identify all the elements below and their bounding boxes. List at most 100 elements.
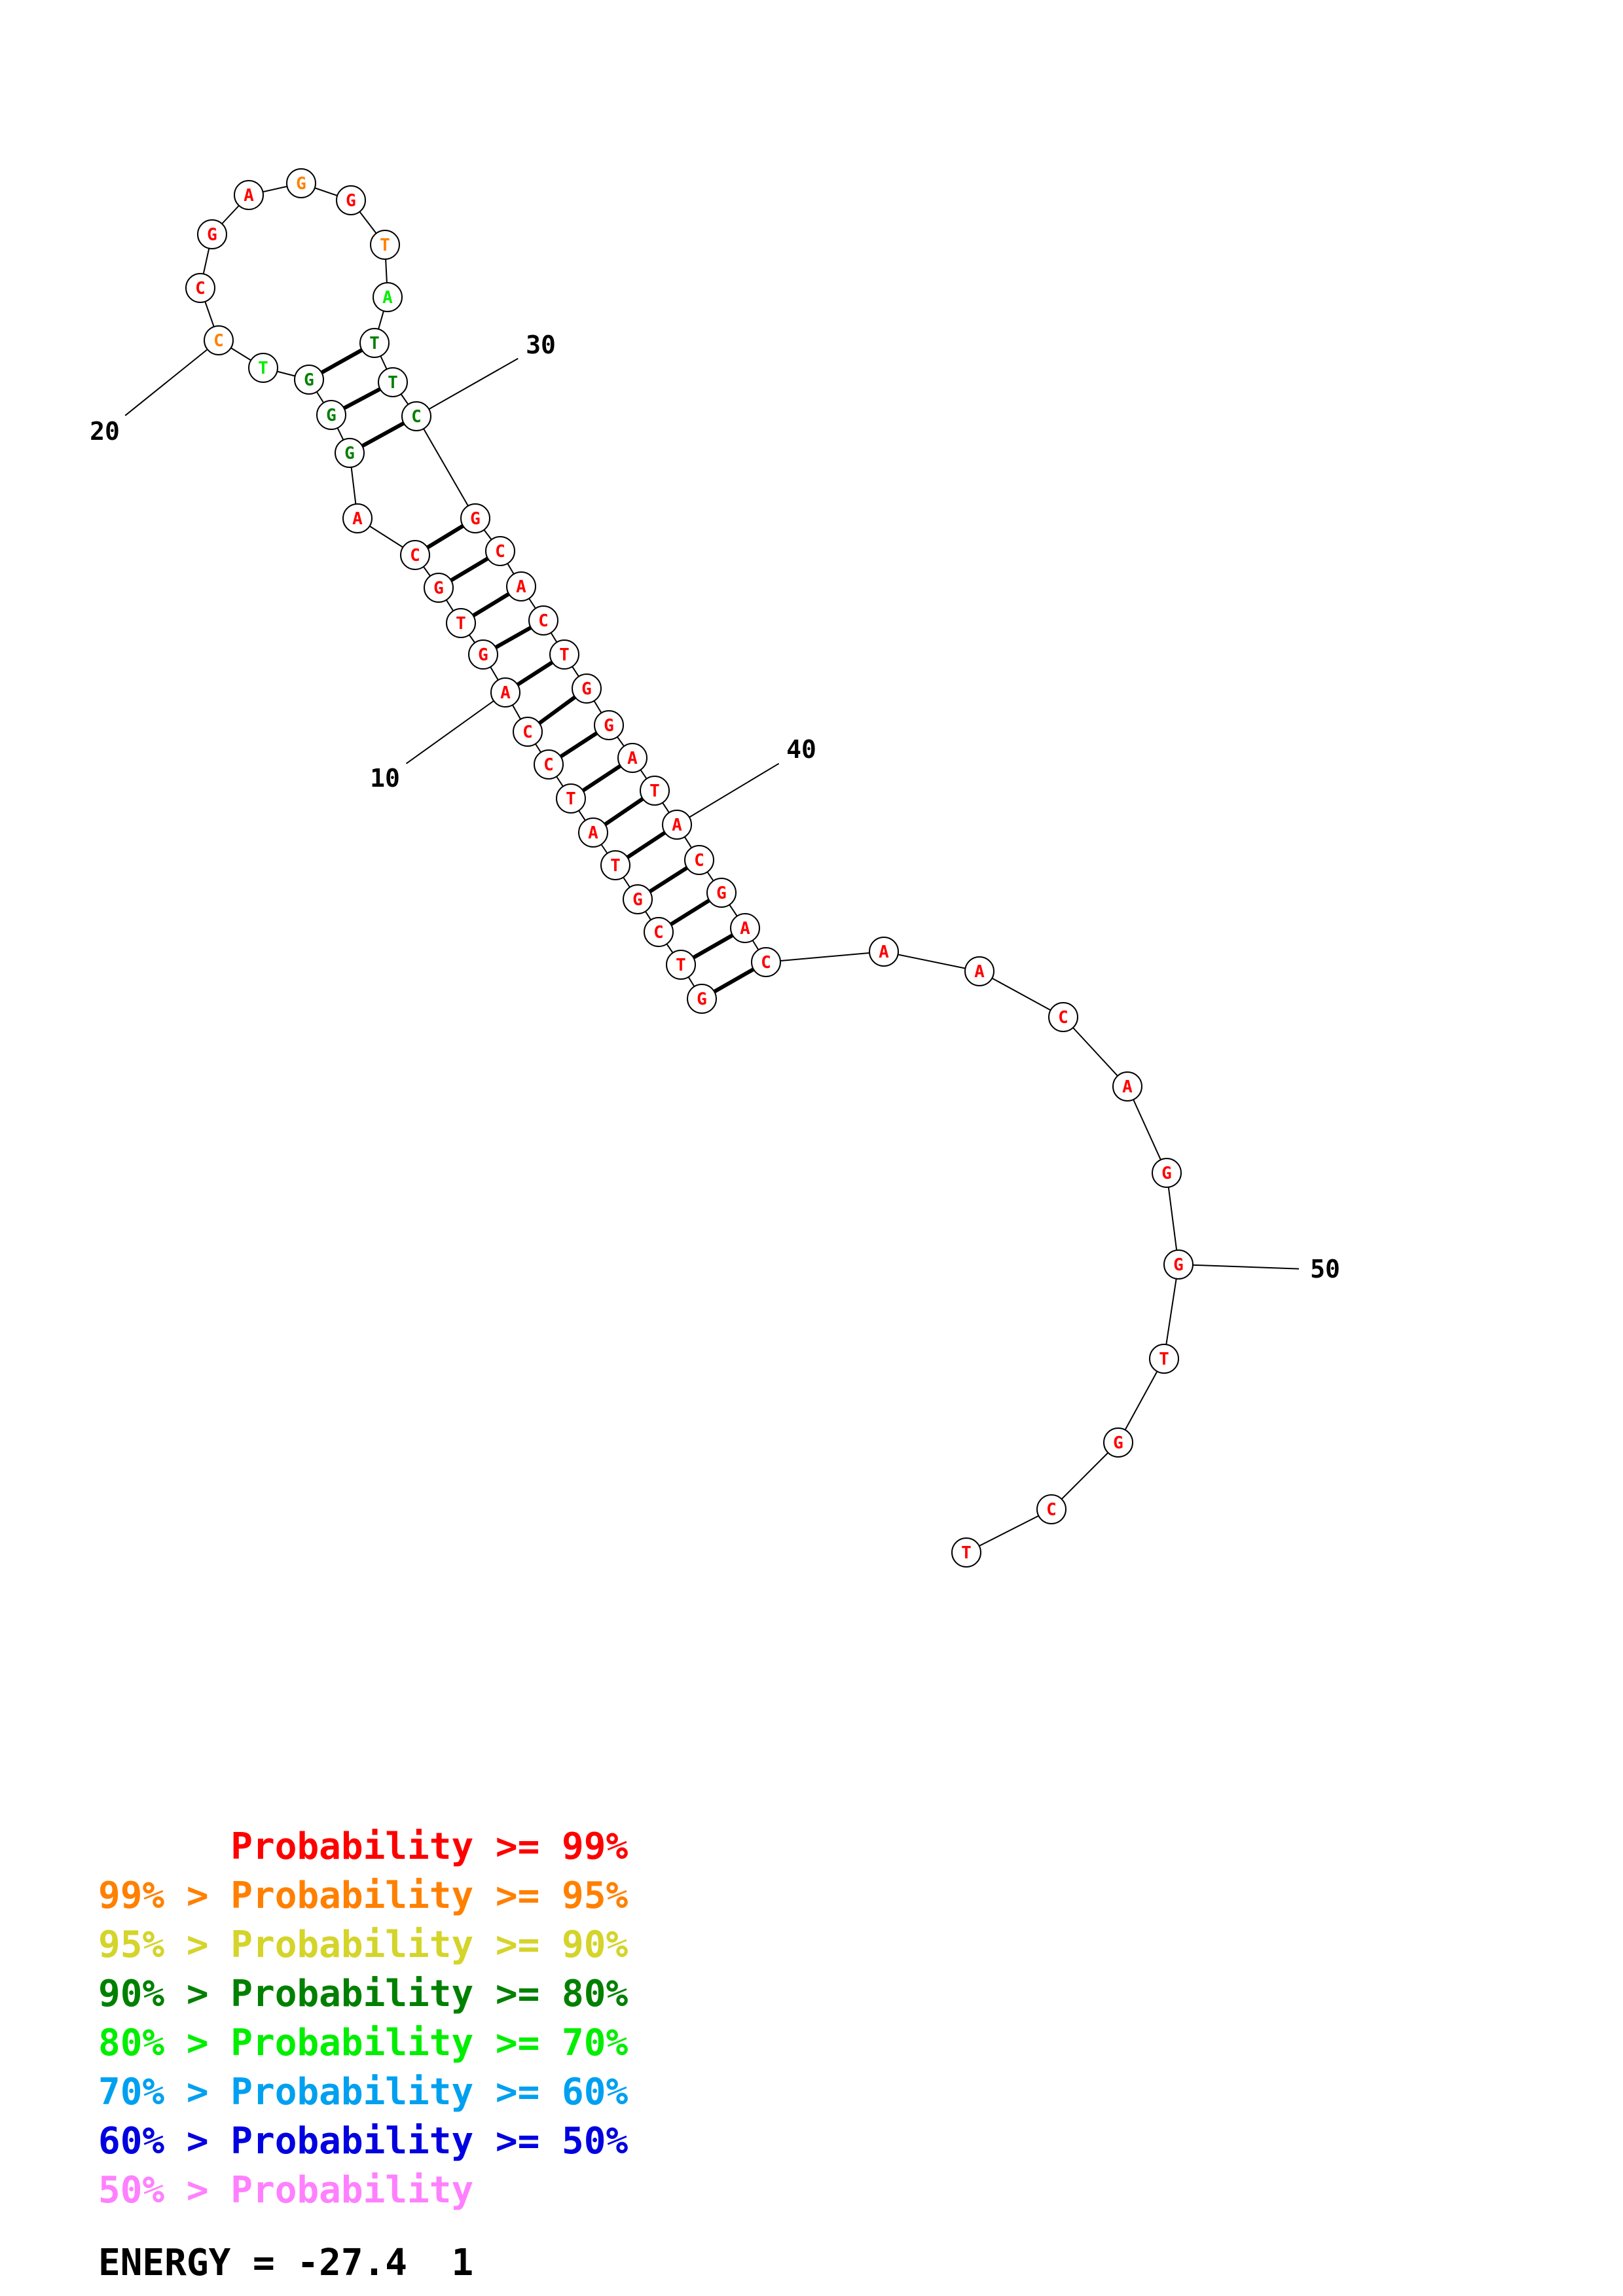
nucleotide-base: T (559, 645, 570, 665)
nucleotide-base: C (522, 723, 533, 742)
nucleotide-circle (248, 353, 278, 383)
position-label-30: 30 (526, 331, 556, 359)
energy-value: -27.4 (297, 2242, 407, 2284)
nucleotide-base: T (961, 1543, 972, 1563)
structure-number: 1 (407, 2242, 473, 2284)
nucleotide-base: G (632, 890, 643, 910)
nucleotide-circle (373, 282, 403, 312)
nucleotide-circle (506, 571, 536, 601)
nucleotide-circle (185, 273, 215, 303)
legend-row: 90% > Probability >= 80% (98, 1973, 628, 2015)
tick-line (124, 340, 219, 416)
nucleotide-41: C (684, 845, 714, 875)
nucleotide-circle (1152, 1158, 1182, 1188)
nucleotide-40: A (662, 810, 692, 840)
nucleotide-28: T (359, 328, 390, 358)
nucleotide-19: T (248, 353, 278, 383)
nucleotide-base: G (207, 225, 217, 245)
backbone-segment (979, 971, 1064, 1018)
nucleotide-base: G (478, 645, 488, 665)
legend-text: Probability >= 70% (230, 2022, 628, 2064)
nucleotide-base: C (1058, 1008, 1068, 1028)
nucleotide-50: G (1163, 1249, 1194, 1280)
nucleotide-base: G (604, 716, 614, 736)
legend-text: Probability >= 60% (230, 2071, 628, 2113)
nucleotide-base: G (716, 884, 727, 903)
nucleotide-circle (197, 219, 227, 249)
nucleotide-base: G (346, 191, 356, 211)
nucleotide-49: G (1152, 1158, 1182, 1188)
nucleotide-1: G (687, 984, 717, 1014)
nucleotide-5: T (600, 850, 630, 880)
nucleotide-8: C (534, 749, 564, 780)
nucleotide-base: G (1161, 1164, 1172, 1183)
nucleotide-18: G (294, 365, 324, 395)
legend-row: 80% > Probability >= 70% (98, 2022, 628, 2064)
position-label-20: 20 (90, 417, 120, 446)
nucleotide-circle (684, 845, 714, 875)
nucleotide-44: C (751, 947, 781, 977)
nucleotide-circle (485, 536, 515, 566)
nucleotide-base: T (258, 359, 268, 378)
nucleotide-circle (204, 325, 234, 355)
nucleotide-base: G (470, 509, 481, 529)
nucleotide-base: A (672, 816, 682, 835)
nucleotide-base: G (433, 579, 444, 598)
nucleotide-base: T (649, 781, 660, 801)
backbone-segment (1118, 1358, 1165, 1443)
legend-prefix: 90% > (98, 1973, 230, 2015)
nucleotide-35: T (549, 639, 579, 670)
legend-prefix: 99% > (98, 1874, 230, 1917)
nucleotide-base: A (588, 823, 598, 843)
legend-prefix: 70% > (98, 2071, 230, 2113)
legend-row: Probability >= 99% (98, 1825, 628, 1868)
nucleotide-base: A (500, 683, 511, 703)
nucleotide-13: G (424, 573, 454, 603)
nucleotide-circle (578, 817, 608, 848)
energy-label: ENERGY = (98, 2242, 297, 2284)
legend-prefix: 60% > (98, 2120, 230, 2162)
nucleotide-9: C (513, 717, 543, 747)
nucleotide-22: G (197, 219, 227, 249)
legend-text: Probability >= 99% (230, 1825, 628, 1868)
nucleotide-base: T (369, 334, 380, 353)
nucleotide-23: A (234, 180, 264, 210)
nucleotide-52: G (1103, 1427, 1133, 1458)
nucleotide-46: A (964, 956, 994, 986)
nucleotide-base: A (516, 577, 526, 597)
nucleotide-base: C (761, 953, 771, 973)
nucleotide-circle (1048, 1002, 1078, 1032)
nucleotide-base: G (581, 679, 592, 699)
nucleotide-base: G (1113, 1433, 1123, 1453)
nucleotide-base: C (495, 542, 505, 562)
nucleotide-circle (623, 884, 653, 914)
nucleotide-circle (359, 328, 390, 358)
nucleotide-circle (1149, 1344, 1179, 1374)
nucleotide-17: G (316, 400, 346, 430)
nucleotide-circle (401, 401, 431, 431)
nucleotide-38: A (617, 743, 647, 773)
nucleotide-6: A (578, 817, 608, 848)
legend-row: 50% > Probability (98, 2169, 473, 2212)
nucleotide-circle (378, 367, 408, 397)
nucleotide-base: C (213, 331, 224, 351)
nucleotide-32: C (485, 536, 515, 566)
base-pair-lines (308, 341, 767, 1001)
nucleotide-51: T (1149, 1344, 1179, 1374)
nucleotide-25: G (336, 185, 366, 215)
position-label-40: 40 (786, 735, 816, 764)
legend-prefix: 95% > (98, 1924, 230, 1966)
nucleotide-20: C (204, 325, 234, 355)
nucleotide-base: T (1159, 1350, 1169, 1369)
nucleotide-base: A (879, 942, 889, 962)
nucleotide-circle (446, 608, 476, 638)
nucleotide-base: A (244, 186, 254, 206)
nucleotide-circle (513, 717, 543, 747)
nucleotide-15: A (342, 503, 373, 533)
legend-text: Probability (230, 2169, 473, 2212)
nucleotide-3: C (644, 917, 674, 947)
nucleotide-circle (424, 573, 454, 603)
backbone-segment (1163, 1264, 1179, 1359)
nucleotide-circle (706, 878, 737, 908)
nucleotide-base: A (382, 288, 393, 308)
